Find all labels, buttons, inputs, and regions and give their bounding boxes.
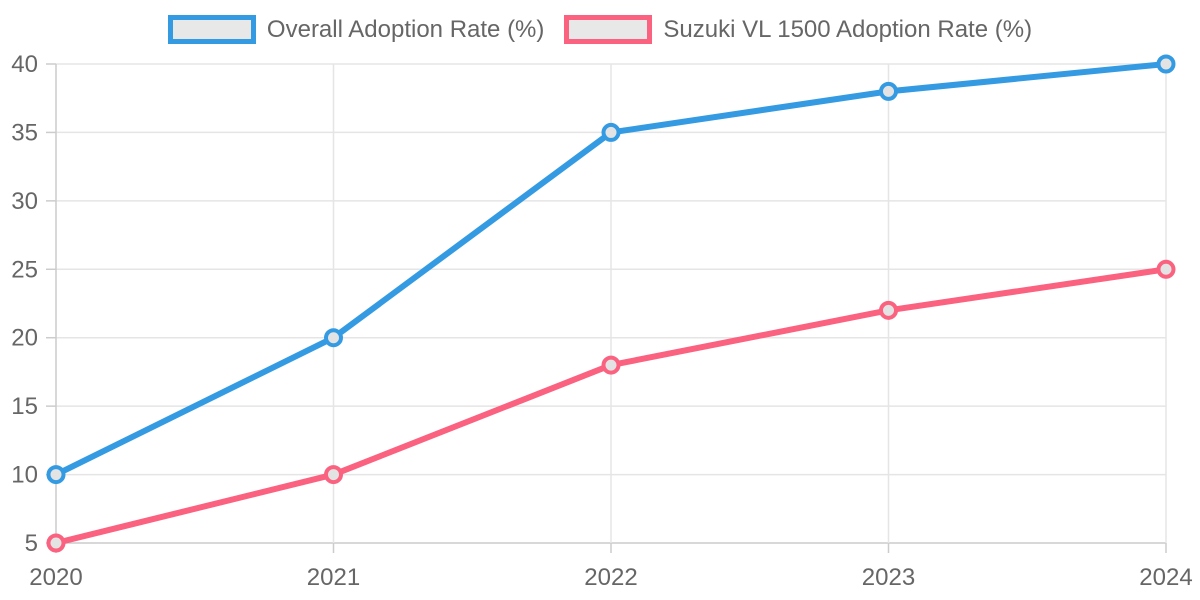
data-point-overall-adoption-rate-2022[interactable] (604, 125, 619, 140)
y-axis-label-5: 5 (25, 530, 38, 557)
data-point-suzuki-vl-1500-adoption-rate-2023[interactable] (881, 303, 896, 318)
data-point-suzuki-vl-1500-adoption-rate-2022[interactable] (604, 358, 619, 373)
x-axis-label-2020: 2020 (29, 564, 82, 591)
y-axis-label-20: 20 (11, 325, 38, 352)
x-axis-label-2021: 2021 (307, 564, 360, 591)
x-axis-label-2024: 2024 (1139, 564, 1192, 591)
data-point-overall-adoption-rate-2020[interactable] (49, 467, 64, 482)
data-point-suzuki-vl-1500-adoption-rate-2021[interactable] (326, 467, 341, 482)
data-point-suzuki-vl-1500-adoption-rate-2020[interactable] (49, 536, 64, 551)
y-axis-label-30: 30 (11, 188, 38, 215)
data-point-overall-adoption-rate-2021[interactable] (326, 330, 341, 345)
legend-label-overall-adoption: Overall Adoption Rate (%) (267, 15, 544, 44)
chart-legend: Overall Adoption Rate (%) Suzuki VL 1500… (0, 15, 1200, 44)
chart-container: Overall Adoption Rate (%) Suzuki VL 1500… (0, 0, 1200, 600)
y-axis-label-25: 25 (11, 256, 38, 283)
legend-swatch-overall-adoption (168, 15, 256, 44)
data-point-suzuki-vl-1500-adoption-rate-2024[interactable] (1159, 262, 1174, 277)
y-axis-label-15: 15 (11, 393, 38, 420)
data-point-overall-adoption-rate-2023[interactable] (881, 84, 896, 99)
x-axis-label-2022: 2022 (584, 564, 637, 591)
adoption-rate-line-chart: 5 10 15 20 25 30 35 40 2020 2021 2022 2023 2024 (0, 0, 1200, 600)
data-point-overall-adoption-rate-2024[interactable] (1159, 57, 1174, 72)
y-axis-label-35: 35 (11, 119, 38, 146)
y-axis-label-40: 40 (11, 51, 38, 78)
legend-label-suzuki-vl1500: Suzuki VL 1500 Adoption Rate (%) (663, 15, 1032, 44)
x-axis-label-2023: 2023 (862, 564, 915, 591)
y-axis-label-10: 10 (11, 462, 38, 489)
legend-swatch-suzuki-vl1500 (564, 15, 652, 44)
legend-item-suzuki-vl1500[interactable]: Suzuki VL 1500 Adoption Rate (%) (564, 15, 1032, 44)
legend-item-overall-adoption[interactable]: Overall Adoption Rate (%) (168, 15, 544, 44)
